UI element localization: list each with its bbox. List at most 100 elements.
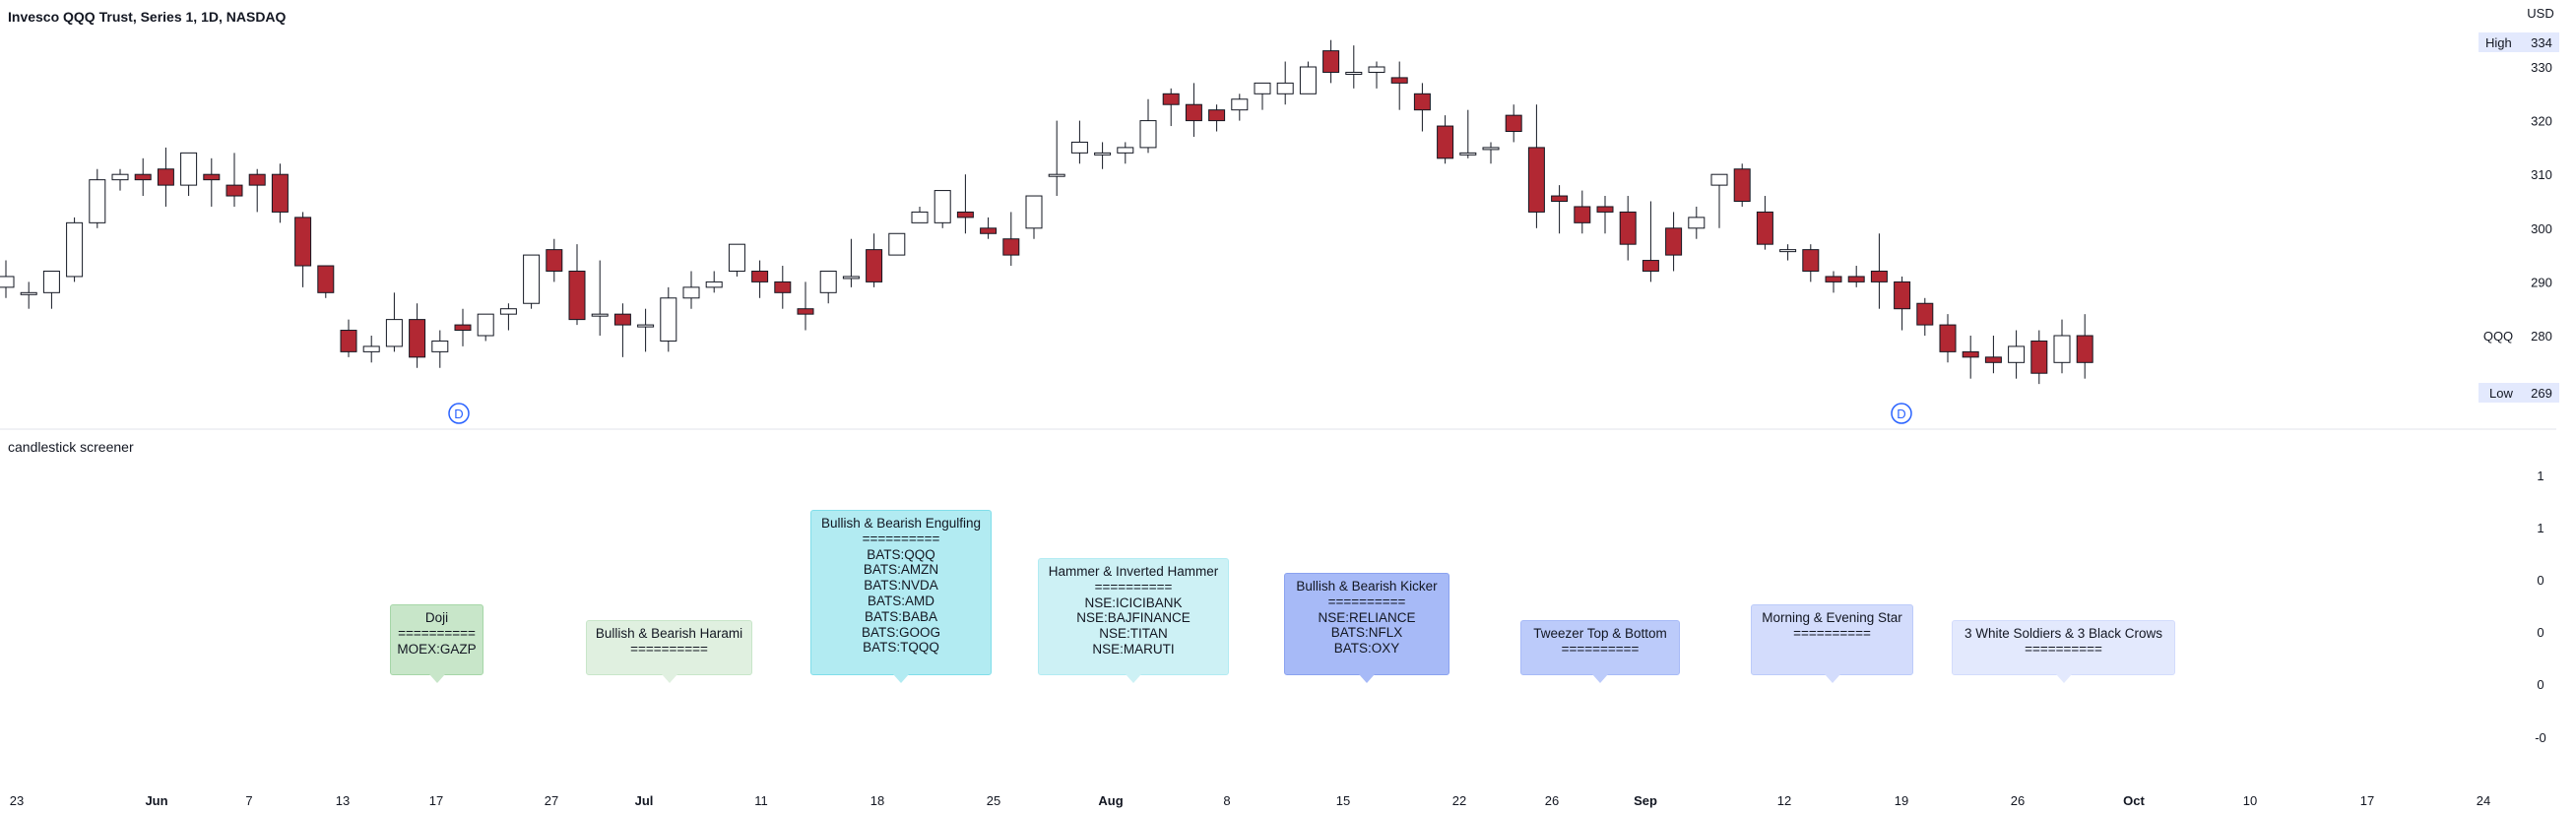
candle bbox=[1962, 336, 1979, 379]
candle-body bbox=[111, 173, 129, 181]
price-tick-label: 300 bbox=[2531, 221, 2552, 236]
candle-body bbox=[705, 281, 723, 288]
candle-body bbox=[180, 152, 198, 186]
candle-body bbox=[1322, 50, 1340, 73]
screener-label[interactable]: Morning & Evening Star ========== bbox=[1751, 604, 1913, 683]
candle bbox=[1231, 94, 1249, 121]
candle-body bbox=[1002, 238, 1020, 256]
screener-label-symbol: NSE:RELIANCE bbox=[1318, 609, 1416, 625]
candle bbox=[660, 286, 677, 352]
candle bbox=[1527, 104, 1545, 228]
screener-label[interactable]: Bullish & Bearish Kicker ========== NSE:RE… bbox=[1284, 573, 1449, 683]
dividend-marker-label: D bbox=[1897, 407, 1905, 421]
high-badge-bg bbox=[2479, 32, 2559, 52]
screener-label-symbol: BATS:GOOG bbox=[861, 624, 940, 640]
candle-body bbox=[2076, 335, 2093, 363]
indicator-name[interactable]: candlestick screener bbox=[8, 439, 134, 455]
candle-body bbox=[956, 211, 974, 219]
candle-body bbox=[1527, 147, 1545, 213]
date-tick-label: Aug bbox=[1098, 793, 1123, 808]
date-tick-label: Jun bbox=[145, 793, 167, 808]
date-tick-label: 23 bbox=[10, 793, 24, 808]
candle-body bbox=[362, 345, 380, 352]
candle bbox=[1894, 276, 1911, 331]
candle-body bbox=[1619, 211, 1637, 245]
date-tick-label: 15 bbox=[1336, 793, 1350, 808]
date-tick-label: 26 bbox=[2011, 793, 2025, 808]
candle-body bbox=[409, 319, 426, 358]
indicator-tick-label: 0 bbox=[2537, 677, 2544, 692]
candle-body bbox=[1482, 147, 1500, 151]
screener-label[interactable]: Bullish & Bearish Harami ========== bbox=[586, 620, 752, 683]
indicator-tick-label: 0 bbox=[2537, 625, 2544, 640]
candle-body bbox=[1276, 82, 1294, 94]
screener-label-symbol: BATS:TQQQ bbox=[863, 640, 939, 656]
candle bbox=[1299, 61, 1317, 94]
candle-body bbox=[1094, 152, 1112, 156]
candle bbox=[1665, 212, 1683, 272]
candle-body bbox=[1756, 211, 1773, 245]
indicator-tick-label: 0 bbox=[2537, 573, 2544, 588]
candle-body bbox=[1162, 93, 1180, 105]
candle-body bbox=[0, 276, 15, 288]
low-badge-bg bbox=[2479, 383, 2559, 403]
candle-body bbox=[1231, 98, 1249, 111]
screener-label[interactable]: Bullish & Bearish Engulfing ========== BAT… bbox=[810, 510, 992, 683]
candle bbox=[0, 260, 15, 298]
candle bbox=[1459, 109, 1477, 158]
candle bbox=[1802, 244, 1820, 282]
candle-body bbox=[774, 281, 792, 293]
candle bbox=[20, 282, 37, 309]
candle-body bbox=[1254, 82, 1271, 94]
candle-body bbox=[1962, 350, 1979, 358]
candle bbox=[956, 174, 974, 234]
candle bbox=[682, 271, 700, 309]
date-tick-label: Oct bbox=[2123, 793, 2145, 808]
screener-label-pointer bbox=[1592, 674, 1608, 683]
screener-label-separator: ========== bbox=[1094, 579, 1173, 595]
date-tick-label: 25 bbox=[987, 793, 1000, 808]
screener-label[interactable]: Hammer & Inverted Hammer ========== NSE:IC… bbox=[1038, 558, 1229, 683]
candle-body bbox=[1437, 125, 1454, 159]
candle-body bbox=[591, 313, 609, 317]
candle bbox=[1688, 206, 1706, 239]
date-tick-label: 10 bbox=[2243, 793, 2257, 808]
candle bbox=[1208, 104, 1226, 132]
candle-body bbox=[613, 313, 631, 326]
candle bbox=[1117, 142, 1134, 164]
candle-body bbox=[1185, 103, 1202, 122]
candle bbox=[1185, 83, 1202, 137]
indicator-tick-label: -0 bbox=[2535, 730, 2546, 745]
indicator-tick-label: 1 bbox=[2537, 469, 2544, 483]
candle-body bbox=[1688, 217, 1706, 229]
candle bbox=[1390, 61, 1408, 110]
candle-body bbox=[911, 211, 929, 223]
screener-label-symbol: NSE:BAJFINANCE bbox=[1076, 610, 1191, 626]
date-tick-label: 8 bbox=[1223, 793, 1230, 808]
candle-body bbox=[2030, 340, 2048, 374]
high-label: High bbox=[2485, 35, 2512, 50]
candle-body bbox=[431, 340, 449, 352]
screener-label[interactable]: Tweezer Top & Bottom ========== bbox=[1520, 620, 1680, 683]
candle-body bbox=[980, 227, 998, 234]
screener-label[interactable]: Doji ========== MOEX:GAZP bbox=[390, 604, 483, 683]
candle-body bbox=[1802, 249, 1820, 272]
candle-body bbox=[1459, 152, 1477, 156]
candle-body bbox=[888, 232, 906, 256]
candle bbox=[842, 238, 860, 287]
candle-body bbox=[42, 270, 60, 293]
candle bbox=[866, 233, 883, 287]
candle-body bbox=[317, 265, 335, 293]
candle bbox=[1139, 98, 1157, 154]
low-value: 269 bbox=[2531, 386, 2552, 401]
candle bbox=[774, 266, 792, 309]
candle bbox=[385, 292, 403, 352]
screener-label[interactable]: 3 White Soldiers & 3 Black Crows ========… bbox=[1952, 620, 2175, 683]
candle-body bbox=[385, 319, 403, 347]
price-axis-badges: USD High 334 QQQ Low 269 bbox=[2479, 6, 2559, 403]
candle bbox=[1939, 314, 1957, 363]
candle-body bbox=[89, 179, 106, 223]
screener-label-pointer bbox=[1126, 674, 1141, 683]
screener-label-symbol: BATS:AMZN bbox=[863, 562, 939, 578]
